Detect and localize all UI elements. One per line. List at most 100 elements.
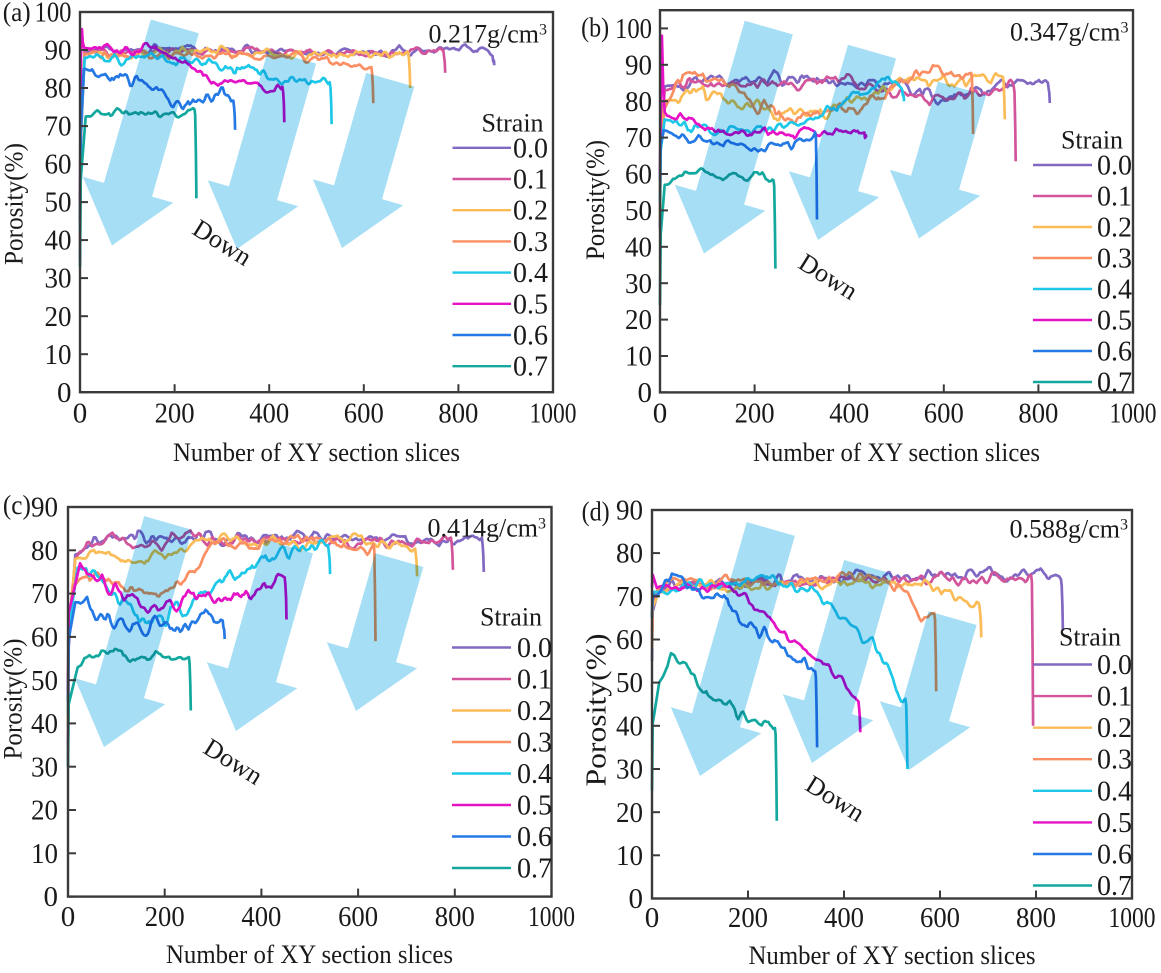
svg-text:10: 10 (31, 838, 58, 870)
svg-text:0.6: 0.6 (1097, 840, 1132, 871)
svg-text:60: 60 (31, 622, 58, 654)
svg-text:0.5: 0.5 (517, 791, 552, 822)
svg-text:0.0: 0.0 (517, 633, 552, 664)
svg-text:60: 60 (625, 159, 652, 191)
svg-text:400: 400 (824, 902, 864, 934)
svg-text:30: 30 (625, 268, 652, 300)
svg-text:0.3: 0.3 (1097, 244, 1132, 275)
svg-text:50: 50 (45, 187, 72, 219)
svg-text:400: 400 (249, 397, 289, 429)
svg-text:80: 80 (616, 538, 643, 570)
svg-text:Porosity(%): Porosity(%) (582, 634, 613, 787)
svg-text:0: 0 (57, 377, 72, 409)
svg-text:0: 0 (629, 883, 644, 915)
svg-text:20: 20 (616, 797, 643, 829)
svg-text:Porosity(%): Porosity(%) (0, 143, 29, 265)
svg-text:0.3: 0.3 (513, 227, 548, 258)
svg-text:0.6: 0.6 (1097, 337, 1132, 368)
svg-text:600: 600 (924, 397, 964, 429)
svg-text:0.7: 0.7 (513, 352, 548, 383)
svg-text:800: 800 (1016, 902, 1056, 934)
svg-text:0.1: 0.1 (513, 165, 548, 196)
svg-text:0.2: 0.2 (513, 196, 548, 227)
svg-text:0.0: 0.0 (513, 133, 548, 164)
svg-text:70: 70 (31, 578, 58, 610)
svg-text:0.5: 0.5 (1097, 306, 1132, 337)
svg-text:0.3: 0.3 (517, 728, 552, 759)
svg-text:20: 20 (625, 304, 652, 336)
svg-text:30: 30 (616, 754, 643, 786)
svg-text:10: 10 (45, 339, 72, 371)
svg-text:80: 80 (45, 73, 72, 105)
svg-text:Strain: Strain (481, 109, 543, 138)
svg-text:0: 0 (44, 881, 59, 913)
svg-text:1000: 1000 (1110, 397, 1157, 429)
svg-text:Porosity(%): Porosity(%) (581, 140, 610, 260)
svg-text:0: 0 (638, 377, 653, 409)
svg-text:800: 800 (438, 397, 478, 429)
svg-text:600: 600 (344, 397, 384, 429)
svg-text:0.4: 0.4 (513, 258, 548, 289)
svg-text:0.5: 0.5 (1097, 808, 1132, 839)
svg-text:(b): (b) (581, 13, 609, 43)
svg-text:0.6: 0.6 (513, 321, 548, 352)
svg-text:100: 100 (35, 0, 72, 29)
svg-text:90: 90 (31, 492, 58, 524)
svg-text:100: 100 (615, 13, 652, 45)
svg-text:90: 90 (45, 35, 72, 67)
svg-text:50: 50 (616, 667, 643, 699)
svg-text:Strain: Strain (1059, 623, 1121, 652)
svg-text:0: 0 (61, 901, 76, 933)
svg-text:30: 30 (31, 751, 58, 783)
svg-text:0: 0 (645, 902, 660, 934)
svg-text:0.414g/cm3: 0.414g/cm3 (428, 514, 547, 543)
svg-text:1000: 1000 (1109, 902, 1156, 934)
svg-text:40: 40 (616, 710, 643, 742)
svg-text:40: 40 (625, 231, 652, 263)
svg-text:0.0: 0.0 (1097, 151, 1132, 182)
svg-text:400: 400 (829, 397, 869, 429)
svg-text:Strain: Strain (1061, 126, 1123, 155)
svg-text:0.1: 0.1 (1097, 182, 1132, 213)
svg-text:(a): (a) (3, 0, 31, 27)
svg-text:0.217g/cm3: 0.217g/cm3 (429, 20, 548, 49)
svg-text:800: 800 (1018, 397, 1058, 429)
svg-text:1000: 1000 (530, 397, 577, 429)
svg-text:1000: 1000 (528, 901, 575, 933)
svg-text:50: 50 (31, 665, 58, 697)
svg-text:50: 50 (625, 195, 652, 227)
svg-text:0: 0 (73, 397, 88, 429)
svg-text:Number of XY section slices: Number of XY section slices (173, 438, 460, 467)
svg-text:0: 0 (653, 397, 668, 429)
svg-text:40: 40 (45, 225, 72, 257)
svg-text:0.588g/cm3: 0.588g/cm3 (1010, 515, 1129, 544)
svg-text:800: 800 (435, 901, 475, 933)
svg-text:70: 70 (616, 581, 643, 613)
svg-text:40: 40 (31, 708, 58, 740)
svg-text:70: 70 (45, 111, 72, 143)
svg-text:200: 200 (145, 901, 185, 933)
svg-text:10: 10 (625, 341, 652, 373)
svg-text:0.6: 0.6 (517, 822, 552, 853)
svg-text:30: 30 (45, 263, 72, 295)
svg-text:(c): (c) (3, 490, 31, 520)
svg-text:600: 600 (920, 902, 960, 934)
svg-text:0.5: 0.5 (513, 289, 548, 320)
svg-text:0.3: 0.3 (1097, 745, 1132, 776)
svg-text:0.2: 0.2 (1097, 213, 1132, 244)
svg-text:Number of XY section slices: Number of XY section slices (749, 941, 1036, 970)
svg-text:200: 200 (155, 397, 195, 429)
svg-text:0.4: 0.4 (1097, 776, 1132, 807)
svg-text:Strain: Strain (480, 603, 542, 632)
svg-text:0.4: 0.4 (517, 759, 552, 790)
svg-text:10: 10 (616, 840, 643, 872)
svg-text:(d): (d) (582, 497, 610, 527)
svg-text:400: 400 (241, 901, 281, 933)
svg-text:20: 20 (31, 795, 58, 827)
svg-text:200: 200 (735, 397, 775, 429)
svg-text:60: 60 (616, 624, 643, 656)
svg-text:Porosity(%): Porosity(%) (0, 639, 27, 760)
svg-text:90: 90 (625, 49, 652, 81)
svg-text:20: 20 (45, 301, 72, 333)
svg-text:0.4: 0.4 (1097, 275, 1132, 306)
